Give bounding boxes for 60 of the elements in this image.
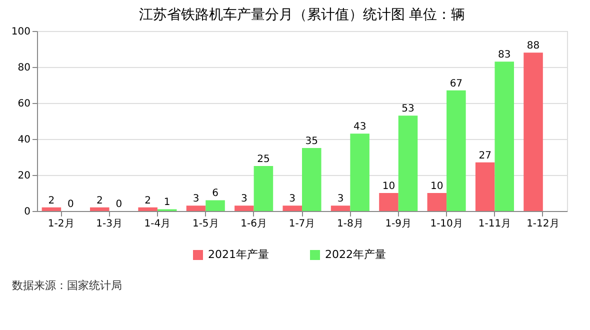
bar [90,207,110,211]
data-label: 43 [353,122,366,133]
bar [186,206,206,211]
bar [282,206,302,211]
y-tick-label: 20 [18,170,30,182]
data-label: 10 [430,181,444,192]
data-label: 3 [289,194,296,205]
data-label: 2 [48,195,55,206]
y-tick-label: 80 [18,62,30,74]
bar [475,162,495,211]
y-tick-label: 0 [24,206,30,218]
bar [446,90,466,211]
x-tick-label: 1-5月 [192,218,219,230]
x-tick-label: 1-7月 [288,218,316,230]
data-label: 2 [144,195,152,206]
data-label: 88 [526,40,540,52]
chart-title: 江苏省铁路机车产量分月（累计值）统计图 单位：辆 [138,7,466,23]
x-tick-label: 1-8月 [337,218,364,230]
bar [234,206,254,211]
data-label: 35 [305,136,318,147]
data-label: 6 [212,188,218,200]
x-tick-label: 1-9月 [385,218,412,230]
legend-label: 2021年产量 [208,248,269,261]
bar [494,62,514,211]
y-tick-label: 100 [11,26,30,38]
x-tick-label: 1-10月 [430,218,463,230]
bar [254,166,274,211]
data-label: 0 [116,199,122,210]
data-label: 3 [192,194,200,205]
y-tick-label: 60 [18,98,30,110]
data-label: 53 [402,104,414,115]
data-label: 3 [337,194,344,205]
legend-label: 2022年产量 [325,248,386,261]
data-label: 67 [450,78,463,90]
x-tick-label: 1-6月 [240,218,267,230]
y-tick-label: 40 [18,134,30,146]
source-note: 数据来源：国家统计局 [12,279,122,292]
data-label: 83 [498,50,511,61]
bar [206,200,225,211]
data-label: 0 [68,199,74,210]
x-tick-label: 1-3月 [96,218,122,230]
x-tick-label: 1-12月 [526,218,560,230]
data-label: 3 [240,194,248,205]
bar [524,52,543,211]
bar [398,116,418,211]
bar [138,207,158,211]
bar [42,207,62,211]
bar [330,206,350,211]
x-tick-label: 1-4月 [144,218,171,230]
data-label: 25 [257,154,270,165]
bar [427,193,447,211]
bar [302,148,322,211]
data-label: 10 [382,181,396,192]
bar [350,134,370,211]
x-tick-label: 1-2月 [48,218,74,230]
bar [379,193,398,211]
data-label: 27 [478,150,492,162]
data-label: 1 [164,197,170,208]
data-label: 2 [96,195,103,206]
x-tick-label: 1-11月 [478,218,512,230]
